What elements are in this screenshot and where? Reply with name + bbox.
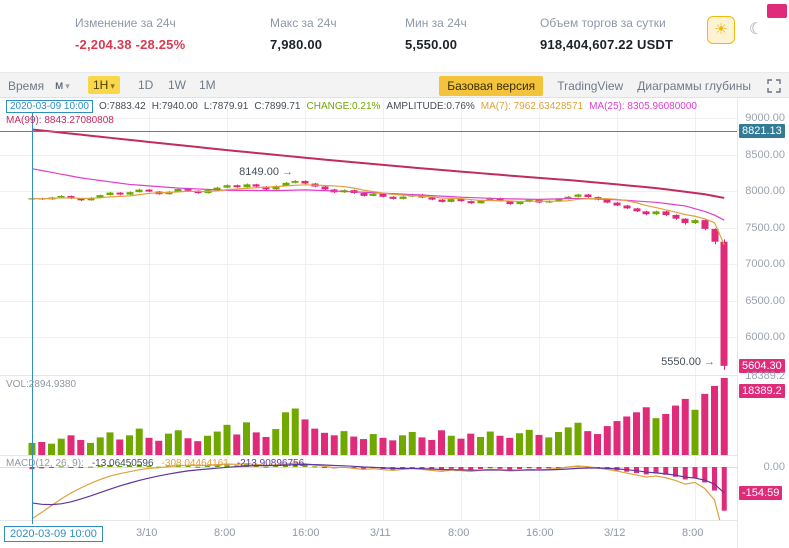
theme-toggle: ☀ ☾ [707, 16, 767, 44]
interval-1w-button[interactable]: 1W [163, 76, 191, 94]
time-tick: 8:00 [682, 527, 704, 539]
dea-value: -213.90896756 [236, 458, 305, 469]
chevron-down-icon: ▾ [110, 81, 115, 91]
chart-canvas[interactable] [0, 98, 789, 548]
last-macd-label: -154.59 [739, 486, 783, 500]
fullscreen-button[interactable] [765, 77, 783, 95]
last-price-label: 5604.30 [739, 359, 785, 373]
chevron-down-icon: ▾ [65, 81, 70, 91]
price-tick: 9000.00 [745, 112, 785, 124]
macd-prefix: MACD(12, 26, 9): [6, 458, 84, 469]
time-tick: 8:00 [448, 527, 470, 539]
low-value: L:7879.91 [203, 101, 249, 112]
ohlc-info-bar: 2020-03-09 10:00 O:7883.42 H:7940.00 L:7… [6, 100, 697, 113]
ma99-value: MA(99): 8843.27080808 [6, 115, 114, 126]
amplitude-value: AMPLITUDE:0.76% [386, 101, 475, 112]
stats-header: Изменение за 24ч -2,204.38 -28.25% Макс … [0, 0, 789, 72]
price-tick: 8500.00 [745, 148, 785, 161]
price-tick: 7500.00 [745, 221, 785, 234]
tradingview-button[interactable]: TradingView [557, 79, 624, 93]
minute-interval-value: м [55, 78, 64, 92]
price-tick: 6500.00 [745, 294, 785, 307]
crosshair-datetime: 2020-03-09 10:00 [6, 100, 93, 113]
ma25-value: MA(25): 8305.96080000 [589, 101, 697, 112]
crosshair-time-label: 2020-03-09 10:00 [4, 526, 103, 542]
peak-annotation: 8149.00 → [239, 166, 293, 178]
bottom-annotation: 5550.00 → [661, 356, 715, 368]
dif-value: -308.04464161 [161, 458, 229, 469]
change-value: CHANGE:0.21% [306, 101, 381, 112]
ma99-info: MA(99): 8843.27080808 [6, 115, 114, 126]
arrow-right-icon: → [704, 356, 715, 368]
chart-toolbar: Время м ▾ 1Н ▾ 1D 1W 1M Базовая версия Tra… [0, 72, 789, 98]
bottom-annotation-text: 5550.00 [661, 356, 701, 368]
stat-label: Макс за 24ч [270, 16, 337, 30]
time-tick: 3/12 [604, 527, 626, 539]
chart-area: 2020-03-09 10:00 O:7883.42 H:7940.00 L:7… [0, 98, 789, 548]
stat-low-24h: Мин за 24ч 5,550.00 [405, 16, 467, 52]
interval-1d-button[interactable]: 1D [133, 76, 158, 94]
stat-volume-24h: Объем торгов за сутки 918,404,607.22 USD… [540, 16, 673, 52]
price-axis[interactable]: 9000.00 8500.00 8000.00 7500.00 7000.00 6500.… [0, 98, 789, 548]
stat-value: -2,204.38 -28.25% [75, 37, 186, 52]
macd-label: MACD(12, 26, 9): -13.06450596 -308.04464… [6, 458, 304, 469]
fullscreen-icon [767, 79, 781, 93]
high-value: H:7940.00 [151, 101, 198, 112]
stat-label: Мин за 24ч [405, 16, 467, 30]
sun-icon: ☀ [707, 16, 735, 44]
toolbar-right-group: Базовая версия TradingView Диаграммы глу… [439, 76, 783, 96]
price-tick: 6000.00 [745, 331, 785, 343]
crosshair-price-label: 8821.13 [739, 124, 785, 138]
stat-value: 918,404,607.22 USDT [540, 37, 674, 52]
time-tick: 16:00 [292, 527, 320, 539]
stat-high-24h: Макс за 24ч 7,980.00 [270, 16, 337, 52]
volume-axis-max-label: 18389.2 [745, 370, 785, 382]
time-axis[interactable]: 3/10 8:00 16:00 3/11 8:00 16:00 3/12 8:00 [0, 98, 789, 548]
hour-interval-value: 1Н [93, 78, 109, 92]
hour-interval-dropdown[interactable]: 1Н ▾ [88, 76, 120, 94]
time-label: Время [8, 79, 45, 93]
macd-value: -13.06450596 [91, 458, 154, 469]
ma7-value: MA(7): 7962.63428571 [480, 101, 584, 112]
price-tick: 7000.00 [745, 258, 785, 270]
arrow-right-icon: → [282, 166, 293, 178]
minute-interval-dropdown[interactable]: м ▾ [50, 76, 75, 94]
time-tick: 8:00 [214, 527, 236, 539]
macd-zero-label: 0.00 [763, 461, 785, 473]
price-tick: 8000.00 [745, 185, 785, 197]
time-tick: 16:00 [526, 527, 554, 539]
stat-label: Объем торгов за сутки [540, 16, 666, 30]
interval-1m-button[interactable]: 1M [194, 76, 221, 94]
corner-accent [767, 4, 787, 18]
time-tick: 3/11 [370, 527, 391, 539]
stat-change-24h: Изменение за 24ч -2,204.38 -28.25% [75, 16, 185, 52]
depth-charts-button[interactable]: Диаграммы глубины [637, 79, 751, 93]
dark-theme-button[interactable]: ☾ [745, 17, 767, 43]
basic-version-button[interactable]: Базовая версия [439, 76, 544, 96]
peak-annotation-text: 8149.00 [239, 166, 279, 178]
volume-label: VOL:2894.9380 [6, 379, 77, 390]
stat-label: Изменение за 24ч [75, 16, 176, 30]
last-volume-label: 18389.2 [739, 384, 785, 398]
time-tick: 3/10 [136, 527, 158, 539]
moon-icon: ☾ [748, 21, 764, 38]
light-theme-button[interactable]: ☀ [707, 16, 735, 44]
open-value: O:7883.42 [98, 101, 146, 112]
stat-value: 5,550.00 [405, 37, 458, 52]
close-value: C:7899.71 [254, 101, 301, 112]
stat-value: 7,980.00 [270, 37, 323, 52]
